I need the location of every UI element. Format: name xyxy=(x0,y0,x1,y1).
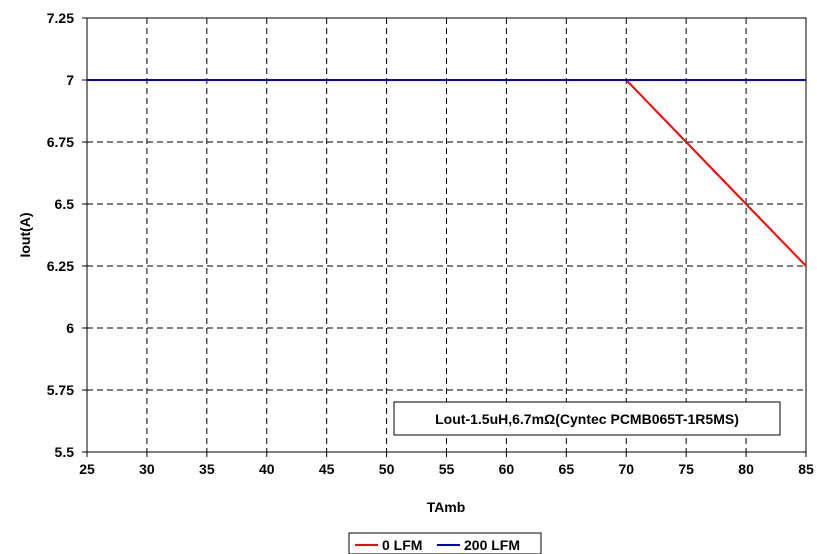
y-tick-label-6.5: 6.5 xyxy=(55,196,75,212)
legend-label-0-lfm: 0 LFM xyxy=(382,537,422,553)
x-tick-label-60: 60 xyxy=(499,461,515,477)
x-tick-label-40: 40 xyxy=(259,461,275,477)
y-tick-label-6.75: 6.75 xyxy=(47,134,74,150)
legend: 0 LFM 200 LFM xyxy=(348,532,542,554)
y-tick-label-6: 6 xyxy=(66,320,74,336)
y-axis-ticks: 5.5 5.75 6 6.25 6.5 6.75 7 7.25 xyxy=(47,10,87,460)
x-tick-label-85: 85 xyxy=(798,461,814,477)
x-axis-ticks: 25 30 35 40 45 50 55 60 65 70 75 80 85 xyxy=(79,452,814,477)
x-tick-label-50: 50 xyxy=(379,461,395,477)
x-tick-label-55: 55 xyxy=(439,461,455,477)
y-tick-label-7: 7 xyxy=(66,72,74,88)
x-tick-label-80: 80 xyxy=(738,461,754,477)
series-lines xyxy=(87,79,807,267)
y-tick-label-5.75: 5.75 xyxy=(47,382,74,398)
gridlines xyxy=(87,18,806,452)
y-tick-label-7.25: 7.25 xyxy=(47,10,74,26)
x-tick-label-25: 25 xyxy=(79,461,95,477)
y-tick-label-6.25: 6.25 xyxy=(47,258,74,274)
annotation-text: Lout-1.5uH,6.7mΩ(Cyntec PCMB065T-1R5MS) xyxy=(435,411,739,427)
y-tick-label-5.5: 5.5 xyxy=(55,444,75,460)
x-tick-label-65: 65 xyxy=(559,461,575,477)
x-tick-label-45: 45 xyxy=(319,461,335,477)
y-axis-title: Iout(A) xyxy=(17,212,33,257)
x-tick-label-30: 30 xyxy=(139,461,155,477)
legend-label-200-lfm: 200 LFM xyxy=(464,537,520,553)
x-axis-title: TAmb xyxy=(427,499,466,515)
x-tick-label-35: 35 xyxy=(199,461,215,477)
x-tick-label-75: 75 xyxy=(678,461,694,477)
legend-box xyxy=(348,532,542,554)
annotation-box: Lout-1.5uH,6.7mΩ(Cyntec PCMB065T-1R5MS) xyxy=(393,401,781,436)
x-tick-label-70: 70 xyxy=(618,461,634,477)
